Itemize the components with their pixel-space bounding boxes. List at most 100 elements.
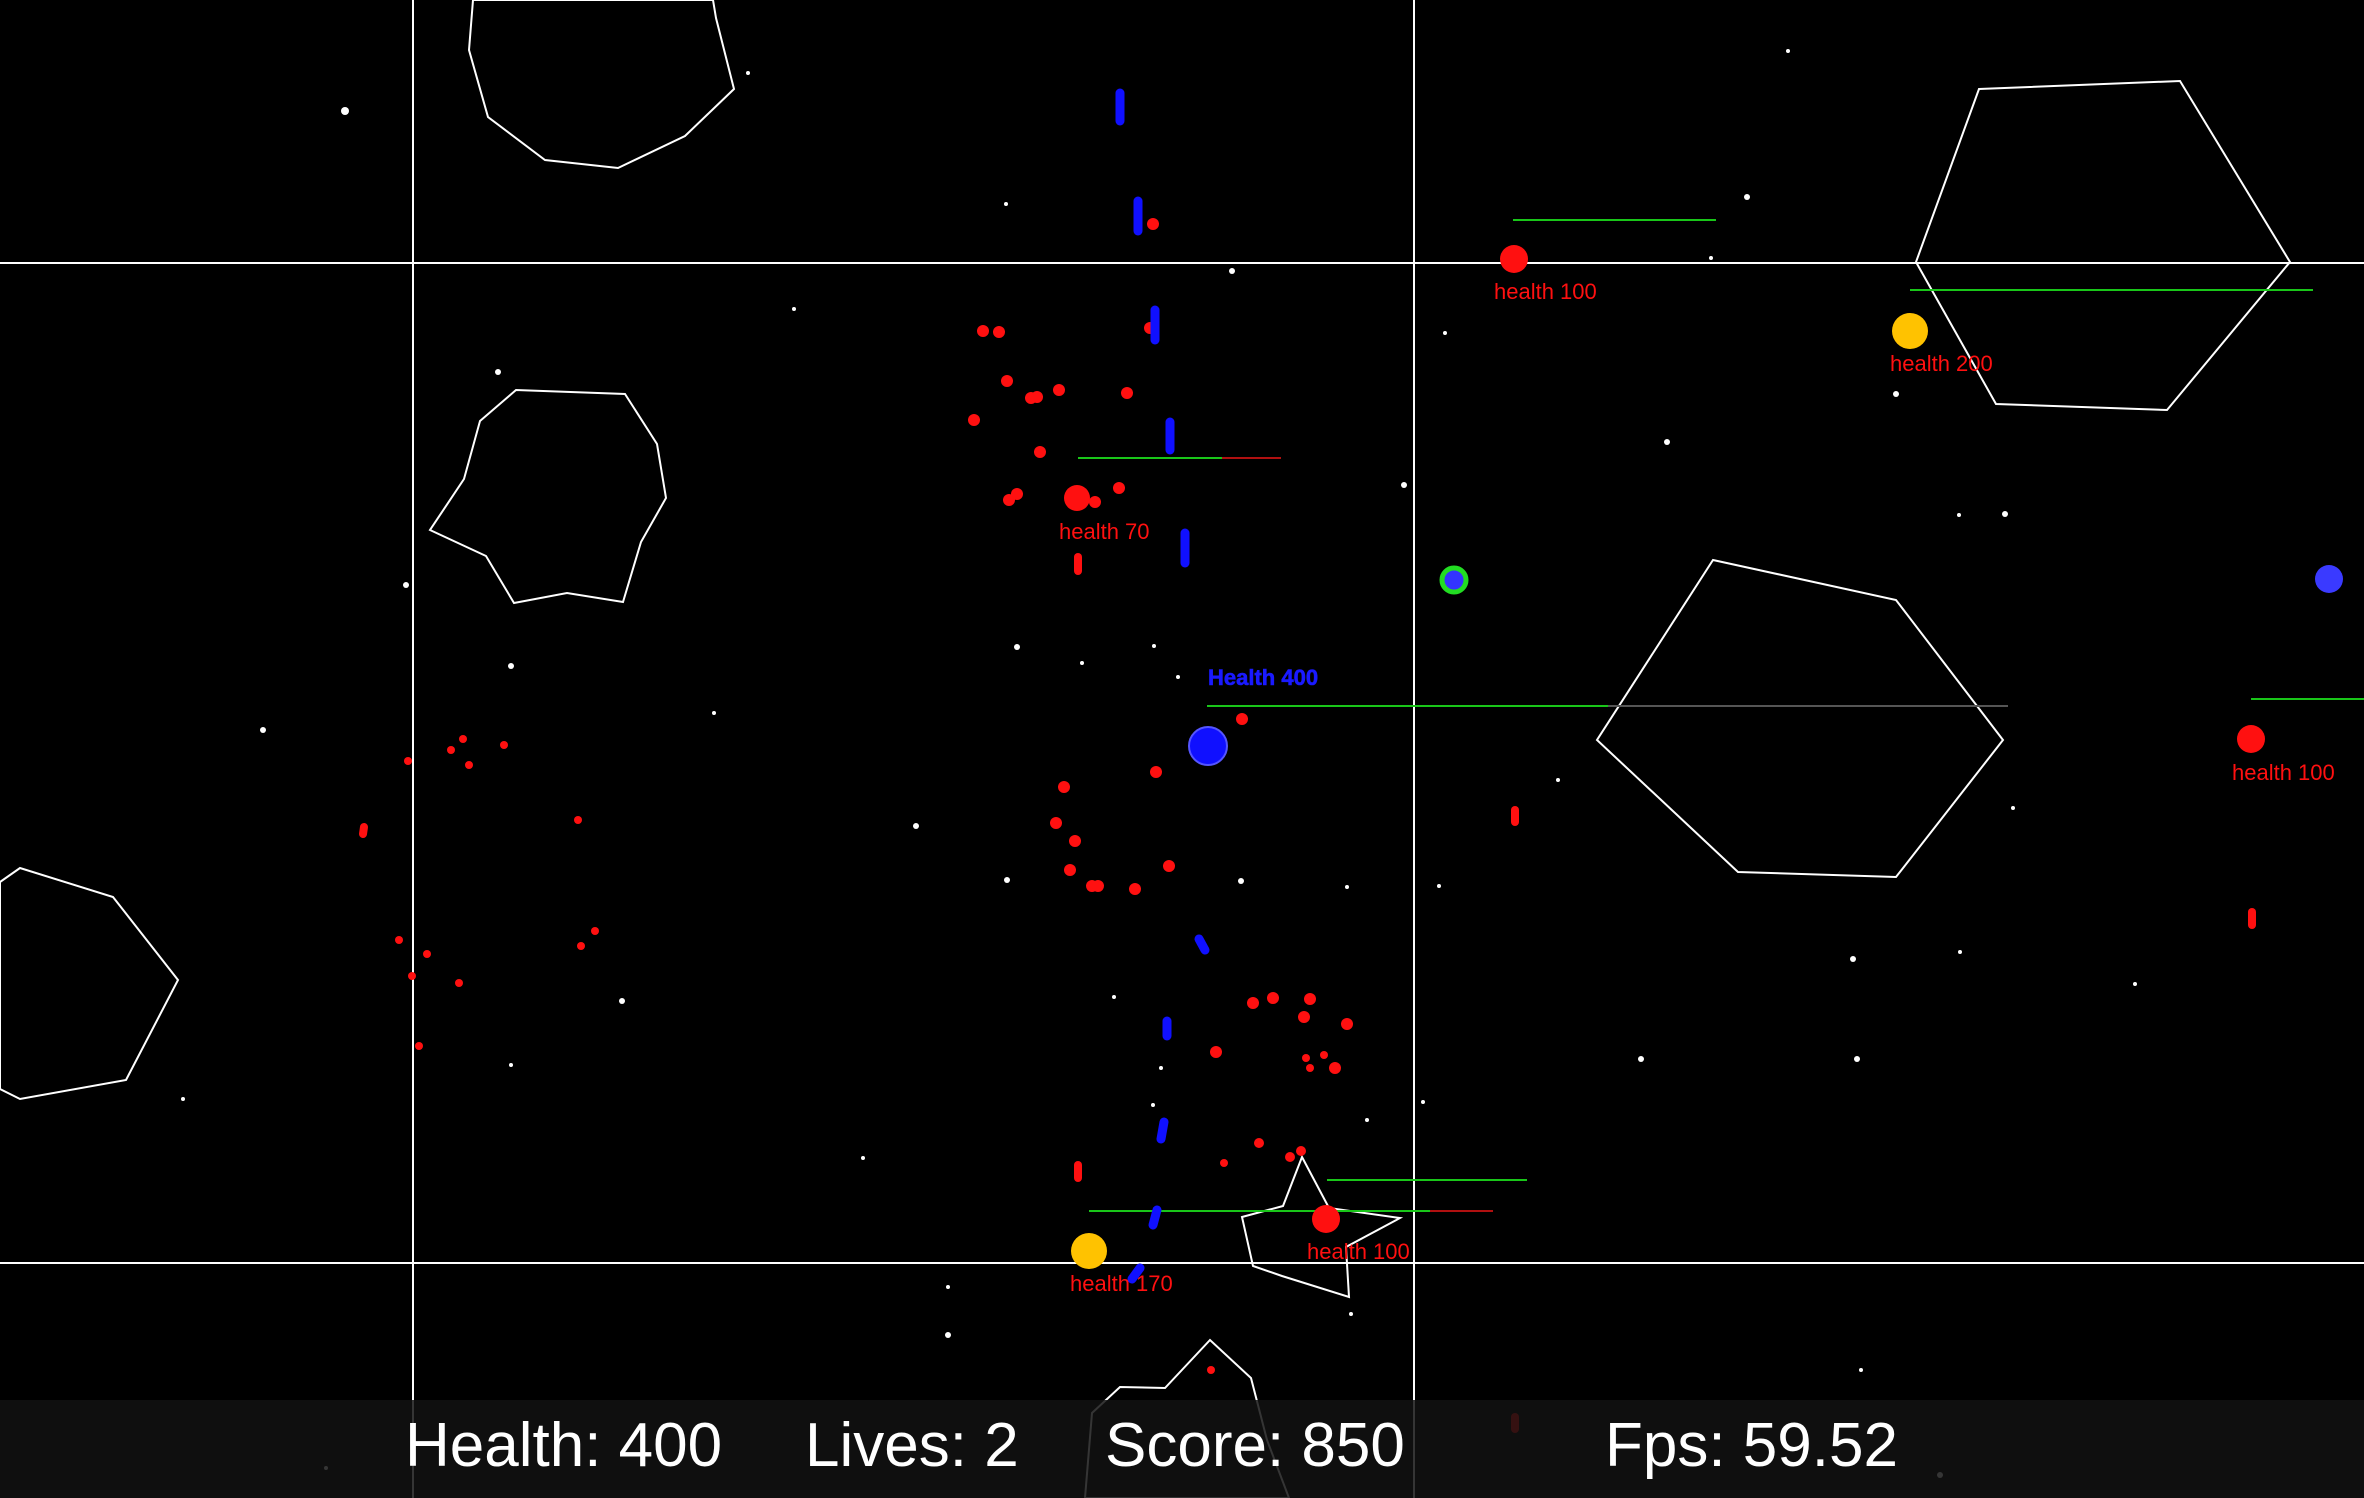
enemy-bullet-dot: [1296, 1146, 1306, 1156]
enemy-ship[interactable]: [2237, 725, 2265, 753]
star: [1664, 439, 1670, 445]
enemy-bullet-dot: [1320, 1051, 1328, 1059]
star: [1152, 644, 1156, 648]
star: [509, 1063, 513, 1067]
star: [1638, 1056, 1644, 1062]
star: [712, 711, 716, 715]
star: [508, 663, 514, 669]
enemy-ship[interactable]: [1071, 1233, 1107, 1269]
health-bars: [1078, 219, 2364, 1212]
star: [1176, 675, 1180, 679]
star: [945, 1332, 951, 1338]
star: [1365, 1118, 1369, 1122]
player-bullet: [1156, 1117, 1169, 1144]
enemy-bullet-dot: [1247, 997, 1259, 1009]
enemy-bullet-dot: [1302, 1054, 1310, 1062]
star: [403, 582, 409, 588]
enemy-bullet-dot: [591, 927, 599, 935]
enemy-health-label: health 70: [1059, 519, 1150, 544]
enemy-bullet-dot: [574, 816, 582, 824]
enemy-bullet-dot: [1121, 387, 1133, 399]
hud-bar: Health: 400 Lives: 2 Score: 850 Fps: 59.…: [0, 1400, 2364, 1498]
star: [181, 1097, 185, 1101]
enemy-bullet-dot: [415, 1042, 423, 1050]
enemy-bullet-dot: [1092, 880, 1104, 892]
enemy-bullets: [395, 218, 1353, 1374]
enemy-bullet-dot: [1267, 992, 1279, 1004]
star: [1401, 482, 1407, 488]
player-health-label: Health 400: [1208, 665, 1318, 690]
player-bullets: [1115, 88, 1210, 1284]
enemy-missile: [359, 823, 368, 838]
enemy-bullet-dot: [993, 326, 1005, 338]
star: [1004, 877, 1010, 883]
enemy-bullet-dot: [1220, 1159, 1228, 1167]
star: [2002, 511, 2008, 517]
enemy-bullet-dot: [423, 950, 431, 958]
star: [746, 71, 750, 75]
enemy-bullet-dot: [1053, 384, 1065, 396]
star: [1112, 995, 1116, 999]
enemies[interactable]: [1064, 245, 2343, 1269]
enemy-bullet-dot: [1147, 218, 1159, 230]
star: [619, 998, 625, 1004]
star: [1345, 885, 1349, 889]
enemy-health-label: health 100: [1494, 279, 1597, 304]
enemy-bullet-dot: [408, 972, 416, 980]
enemy-ship[interactable]: [1312, 1205, 1340, 1233]
asteroid: [467, 0, 736, 170]
enemy-ship[interactable]: [1892, 313, 1928, 349]
asteroid: [1595, 558, 2005, 879]
enemy-labels: health 100 health 200 health 70 health 1…: [1059, 279, 2335, 1296]
enemy-missiles: [359, 553, 2256, 1433]
enemy-bullet-dot: [1064, 864, 1076, 876]
enemy-bullet-dot: [1298, 1011, 1310, 1023]
enemy-bullet-dot: [1069, 835, 1081, 847]
enemy-health-label: health 100: [1307, 1239, 1410, 1264]
enemy-health-label: health 100: [2232, 760, 2335, 785]
star: [1229, 268, 1235, 274]
star: [1709, 256, 1713, 260]
enemy-bullet-dot: [577, 942, 585, 950]
star: [1004, 202, 1008, 206]
enemy-bullet-dot: [447, 746, 455, 754]
player-bullet: [1127, 1263, 1145, 1284]
enemy-bullet-dot: [1025, 392, 1037, 404]
star: [792, 307, 796, 311]
player-bullet: [1194, 934, 1210, 955]
enemy-bullet-dot: [1304, 993, 1316, 1005]
star: [861, 1156, 865, 1160]
star: [1958, 950, 1962, 954]
enemy-bullet-dot: [977, 325, 989, 337]
enemy-bullet-dot: [1341, 1018, 1353, 1030]
enemy-bullet-dot: [1150, 766, 1162, 778]
player-ship[interactable]: [1188, 726, 1228, 766]
asteroid: [428, 388, 668, 605]
enemy-bullet-dot: [465, 761, 473, 769]
star: [495, 369, 501, 375]
star: [1859, 1368, 1863, 1372]
enemy-bullet-dot: [1285, 1152, 1295, 1162]
enemy-bullet-dot: [500, 741, 508, 749]
enemy-bullet-dot: [1210, 1046, 1222, 1058]
enemy-ship[interactable]: [2315, 565, 2343, 593]
enemy-health-label: health 170: [1070, 1271, 1173, 1296]
enemy-bullet-dot: [404, 757, 412, 765]
star: [2133, 982, 2137, 986]
star: [2011, 806, 2015, 810]
star: [1014, 644, 1020, 650]
star: [260, 727, 266, 733]
enemy-bullet-dot: [455, 979, 463, 987]
enemy-ship[interactable]: [1064, 485, 1090, 511]
star: [1893, 391, 1899, 397]
star: [913, 823, 919, 829]
enemy-ship[interactable]: [1500, 245, 1528, 273]
enemy-bullet-dot: [1058, 781, 1070, 793]
star: [1556, 778, 1560, 782]
enemy-bullet-dot: [968, 414, 980, 426]
powerup-ring[interactable]: [1439, 565, 1469, 595]
star: [1850, 956, 1856, 962]
star: [1080, 661, 1084, 665]
